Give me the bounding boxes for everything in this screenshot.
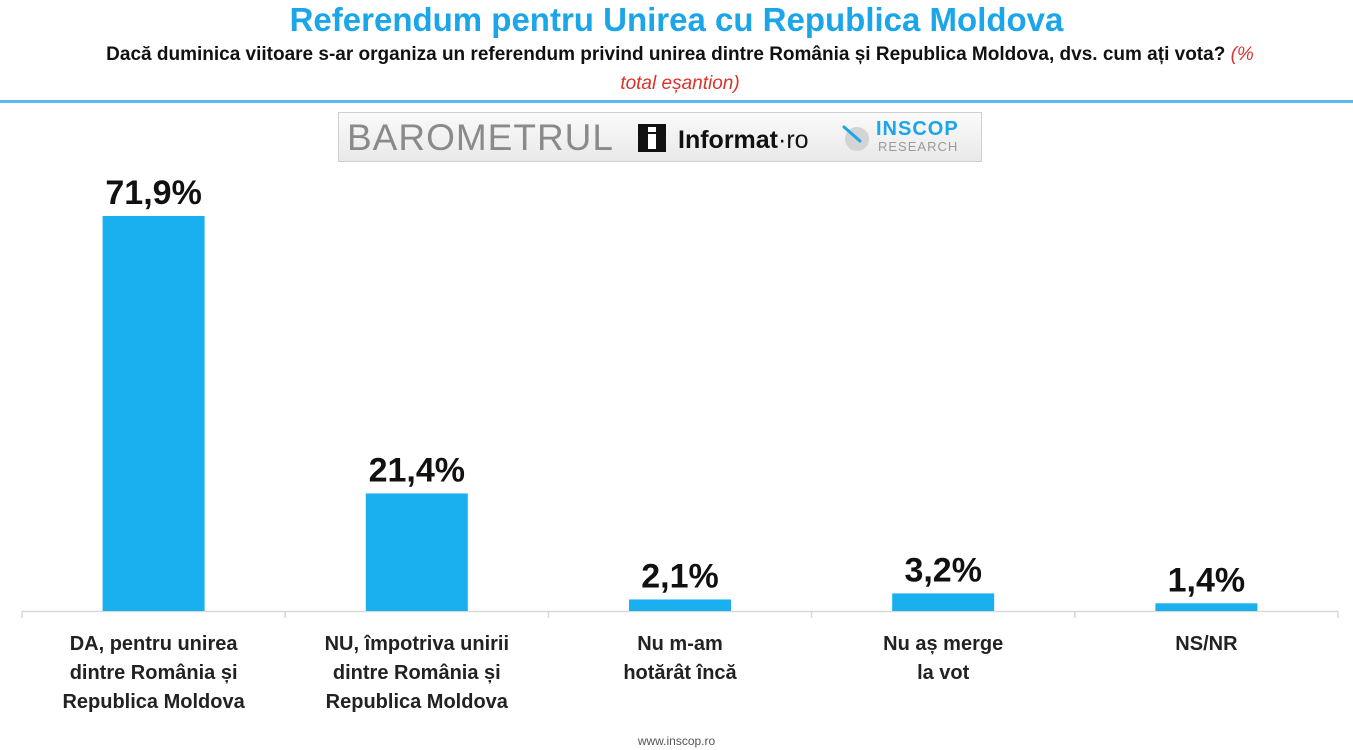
data-label-3: 2,1% bbox=[641, 557, 719, 595]
data-label-4: 3,2% bbox=[904, 551, 982, 589]
data-label-1: 71,9% bbox=[105, 174, 201, 212]
category-label-line: Nu m-am bbox=[637, 633, 723, 655]
bar-1 bbox=[102, 216, 205, 611]
category-label-line: DA, pentru unirea bbox=[70, 633, 239, 655]
barometrul-logo-text: BAROMETRUL bbox=[347, 117, 614, 158]
informat-logo-text: Informat·ro bbox=[678, 124, 809, 156]
bar-3 bbox=[629, 599, 731, 611]
category-label-1: DA, pentru unirea dintre România și Republ… bbox=[62, 633, 245, 713]
informat-name: Informat bbox=[678, 126, 778, 154]
subtitle-note: (% total eșantion) bbox=[620, 44, 1254, 94]
bar-2 bbox=[365, 493, 468, 611]
category-label-line: Republica Moldova bbox=[62, 691, 245, 713]
subtitle-question: Dacă duminica viitoare s-ar organiza un … bbox=[106, 44, 1226, 65]
category-label-line: NS/NR bbox=[1175, 633, 1238, 655]
inscop-compass-icon bbox=[842, 125, 869, 151]
category-label-line: dintre România și bbox=[333, 662, 501, 684]
category-label-line: hotărât încă bbox=[623, 662, 737, 684]
bar-4 bbox=[892, 593, 995, 611]
category-label-3: Nu m-am hotărât încă bbox=[623, 633, 737, 684]
category-label-2: NU, împotriva unirii dintre România și Rep… bbox=[325, 633, 509, 713]
info-i-icon bbox=[638, 124, 666, 152]
sponsor-logo-bar: BAROMETRUL Informat·ro INSCOP RESEARCH bbox=[338, 112, 982, 162]
data-label-5: 1,4% bbox=[1168, 561, 1246, 599]
chart-subtitle: Dacă duminica viitoare s-ar organiza un … bbox=[90, 40, 1270, 98]
category-label-4: Nu aș merge la vot bbox=[883, 633, 1003, 684]
bar-5 bbox=[1155, 603, 1258, 611]
header-divider bbox=[0, 100, 1353, 103]
inscop-research-text: RESEARCH bbox=[878, 139, 959, 154]
chart-title: Referendum pentru Unirea cu Republica Mo… bbox=[289, 1, 1064, 38]
informat-suffix: ·ro bbox=[778, 126, 809, 154]
category-label-line: Nu aș merge bbox=[883, 633, 1003, 655]
category-label-line: Republica Moldova bbox=[326, 691, 509, 713]
inscop-logo-text: INSCOP bbox=[876, 118, 959, 140]
category-label-line: NU, împotriva unirii bbox=[325, 633, 509, 655]
data-label-2: 21,4% bbox=[369, 451, 465, 489]
category-label-line: la vot bbox=[917, 662, 970, 684]
bar-chart: 71,9% DA, pentru unirea dintre România și R… bbox=[21, 174, 1339, 713]
category-label-5: NS/NR bbox=[1175, 633, 1238, 655]
footer-url: www.inscop.ro bbox=[637, 734, 716, 748]
category-label-line: dintre România și bbox=[70, 662, 238, 684]
